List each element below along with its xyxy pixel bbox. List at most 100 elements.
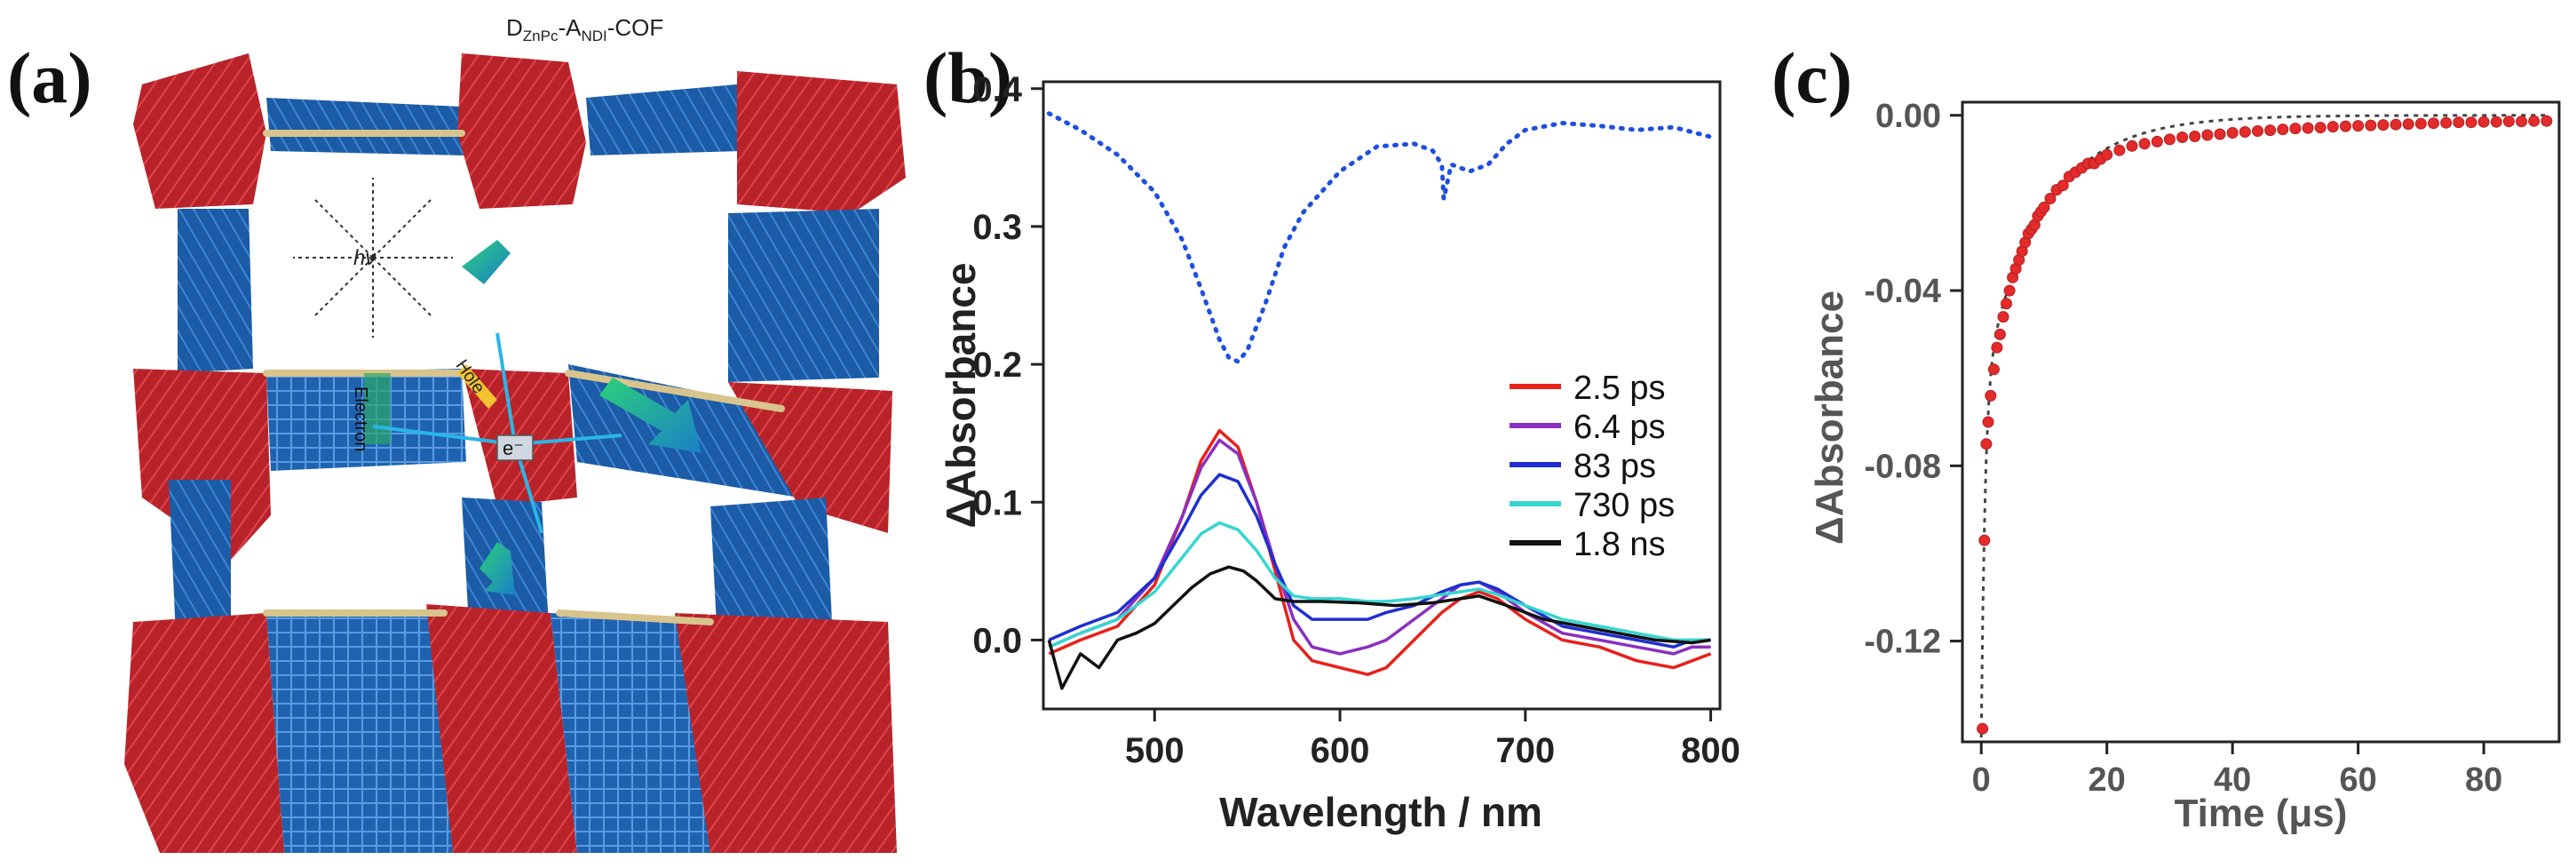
chart-c-data-point	[2126, 139, 2138, 152]
chart-b-xtick-label: 600	[1311, 731, 1370, 770]
chart-b-ytick-label: 0.2	[972, 346, 1022, 385]
chart-c-data-point	[2264, 124, 2277, 137]
chart-c-xtick-label: 40	[2214, 761, 2251, 799]
chart-c-data-point	[2201, 129, 2214, 141]
chart-b-series-line	[1047, 565, 1711, 690]
electron-box	[496, 434, 534, 461]
blue-lattice-bottom	[266, 613, 462, 853]
chart-c-data-point	[2326, 121, 2339, 133]
panel-label-b: (b)	[923, 37, 1012, 118]
chart-c-data-point	[2003, 284, 2016, 297]
green-arrow-upper	[462, 240, 511, 284]
chart-c-xtick-label: 80	[2465, 761, 2502, 799]
green-arrow-lower	[480, 542, 515, 595]
red-block-bottom-center	[426, 604, 577, 853]
chart-c-data-point	[1978, 534, 1991, 546]
chart-c-data-point	[2113, 144, 2126, 156]
panel-label-c: (c)	[1771, 37, 1852, 118]
chart-c-data-point	[2365, 119, 2377, 131]
blue-column-right-upper	[728, 209, 879, 382]
blue-beam-top	[266, 98, 466, 155]
chart-c-data-point	[2502, 115, 2515, 128]
panel-a-illustration: (a) DZnPc-ANDI-COF	[7, 14, 906, 853]
chart-c-ytick-label: -0.08	[1864, 448, 1941, 485]
chart-c-data-point	[2402, 118, 2414, 131]
chart-c-ytick-label: 0.00	[1875, 98, 1941, 135]
chart-b-ytick-label: 0.0	[972, 621, 1022, 660]
chart-c-data-points	[1977, 115, 2553, 735]
chart-c-data-point	[2528, 115, 2540, 127]
chart-b-xtick-label: 800	[1681, 731, 1740, 770]
chart-c-xlabel: Time (μs)	[2175, 792, 2348, 835]
chart-b-ylabel: ΔAbsorbance	[938, 263, 984, 529]
chart-b-series-line	[1048, 473, 1711, 649]
chart-c-xtick-label: 60	[2340, 761, 2377, 799]
chart-c-data-point	[1991, 341, 2003, 354]
electron-path	[372, 332, 622, 534]
chart-c-tick-labels: 0 20 40 60 80 0.00 -0.04 -0.08 -0.12	[1864, 98, 2502, 799]
chart-c-data-point	[2151, 135, 2163, 147]
chart-c-xtick-label: 0	[1972, 761, 1991, 799]
chart-c-data-point	[1977, 722, 1989, 735]
chart-c-data-point	[2044, 193, 2057, 204]
chart-b-ytick-label: 0.4	[972, 70, 1022, 109]
chart-c-data-point	[2477, 115, 2490, 128]
chart-c-data-point	[1987, 363, 2000, 376]
red-block-top-right	[737, 71, 906, 213]
chart-c-data-point	[2377, 119, 2390, 131]
chart-b-xtick-label: 700	[1495, 731, 1555, 770]
tan-linkers	[263, 130, 785, 625]
chart-c-data-point	[2465, 116, 2477, 129]
panel-c-chart: (c) 0 20 40 60 80 0.00 -0.04 -0.08 -0.12 Time (μ…	[1771, 37, 2561, 835]
chart-c-data-point	[2057, 179, 2069, 192]
red-block-bottom-left	[124, 613, 284, 853]
red-block-top-left	[133, 53, 266, 209]
chart-c-frame	[1961, 100, 2561, 744]
blue-column-left-upper	[178, 209, 253, 373]
chart-b-xtick-label: 500	[1125, 731, 1185, 770]
chart-b-series-line	[1048, 438, 1711, 656]
chart-b-series	[1046, 111, 1714, 690]
chart-b-reference-series	[1046, 111, 1714, 365]
chart-c-data-point	[2101, 148, 2113, 161]
chart-c-data-point	[2390, 118, 2402, 131]
chart-c-data-point	[2214, 128, 2226, 140]
chart-c-data-point	[1997, 311, 2009, 323]
chart-c-data-point	[1993, 328, 2006, 340]
chart-c-data-point	[2453, 116, 2465, 129]
chart-c-data-point	[2189, 131, 2201, 142]
chart-c-data-point	[2440, 116, 2453, 129]
chart-c-ylabel: ΔAbsorbance	[1808, 291, 1851, 545]
chart-c-ytick-label: -0.12	[1864, 624, 1941, 661]
chart-c-data-point	[2163, 133, 2176, 146]
chart-c-data-point	[2239, 126, 2251, 138]
chart-c-data-point	[1982, 416, 1994, 428]
blue-beam-top-right	[586, 84, 741, 155]
chart-b-tick-labels: 500 600 700 800 0.0 0.1 0.2 0.3 0.4	[972, 70, 1740, 770]
chart-c-data-point	[2414, 117, 2427, 130]
chart-c-fit-line	[1979, 114, 2547, 738]
chart-c-data-point	[2176, 131, 2189, 143]
chart-b-legend-label: 2.5 ps	[1573, 370, 1666, 407]
chart-b-xlabel: Wavelength / nm	[1219, 789, 1542, 835]
chart-c-data-point	[2314, 122, 2326, 134]
chart-c-data-point	[2340, 120, 2351, 132]
chart-c-data-point	[2001, 298, 2012, 310]
chart-c-data-point	[2540, 115, 2553, 127]
chart-b-ticks	[1031, 87, 1713, 721]
chart-c-data-point	[1985, 389, 1997, 402]
cof-title: DZnPc-ANDI-COF	[506, 14, 663, 44]
chart-b-ytick-label: 0.3	[972, 208, 1022, 247]
electron-e-label: e⁻	[503, 437, 524, 459]
chart-c-data-point	[2252, 125, 2263, 137]
chart-c-data-point	[2428, 117, 2439, 130]
hole-arrow	[457, 364, 497, 409]
chart-c-data-point	[2302, 122, 2314, 134]
chart-c-data-point	[1980, 438, 1993, 450]
chart-b-legend-label: 730 ps	[1573, 487, 1675, 524]
red-block-mid-left	[133, 369, 271, 560]
chart-c-ticks	[1950, 114, 2485, 754]
red-block-top-mid	[457, 53, 586, 209]
